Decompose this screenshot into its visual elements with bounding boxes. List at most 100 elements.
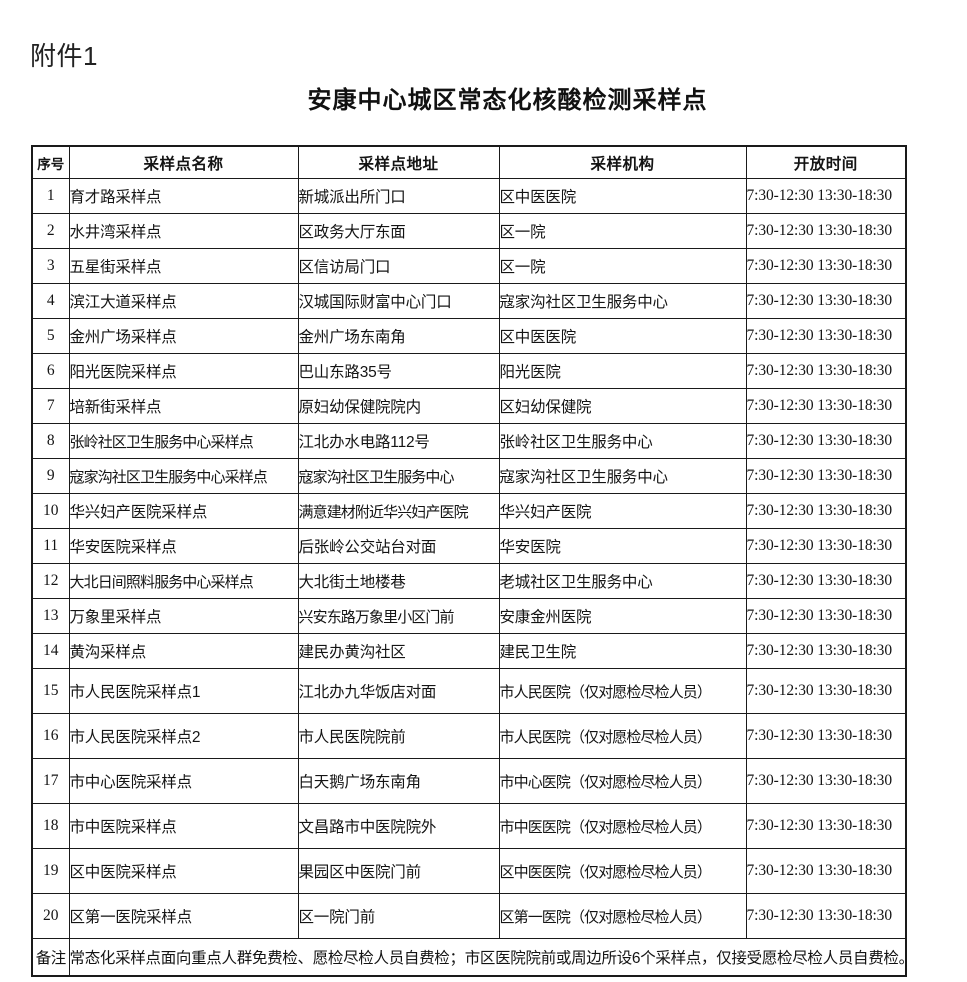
cell-open-hours: 7:30-12:30 13:30-18:30 [745,423,907,459]
table-row: 18 市中医院采样点 文昌路市中医院院外 市中医医院（仅对愿检尽检人员） 7:30-12… [31,803,907,849]
cell-index: 18 [31,803,70,849]
table-row: 4 滨江大道采样点 汉城国际财富中心门口 寇家沟社区卫生服务中心 7:30-12:30 … [31,283,907,319]
cell-organization: 老城社区卫生服务中心 [498,563,747,599]
column-header-address: 采样点地址 [297,145,500,179]
cell-open-hours: 7:30-12:30 13:30-18:30 [745,668,907,714]
cell-site-name: 金州广场采样点 [68,318,299,354]
cell-index: 9 [31,458,70,494]
table-row: 12 大北日间照料服务中心采样点 大北街土地楼巷 老城社区卫生服务中心 7:30-12:… [31,563,907,599]
cell-site-address: 文昌路市中医院院外 [297,803,500,849]
cell-site-name: 市中医院采样点 [68,803,299,849]
cell-organization: 区第一医院（仅对愿检尽检人员） [498,893,747,939]
cell-index: 6 [31,353,70,389]
cell-open-hours: 7:30-12:30 13:30-18:30 [745,528,907,564]
cell-site-name: 滨江大道采样点 [68,283,299,319]
cell-site-name: 五星街采样点 [68,248,299,284]
table-row: 3 五星街采样点 区信访局门口 区一院 7:30-12:30 13:30-18:30 [31,248,907,284]
cell-index: 19 [31,848,70,894]
cell-site-address: 大北街土地楼巷 [297,563,500,599]
cell-site-address: 果园区中医院门前 [297,848,500,894]
cell-site-address: 区信访局门口 [297,248,500,284]
cell-organization: 张岭社区卫生服务中心 [498,423,747,459]
cell-open-hours: 7:30-12:30 13:30-18:30 [745,758,907,804]
cell-index: 2 [31,213,70,249]
cell-open-hours: 7:30-12:30 13:30-18:30 [745,248,907,284]
cell-open-hours: 7:30-12:30 13:30-18:30 [745,283,907,319]
cell-site-address: 区政务大厅东面 [297,213,500,249]
cell-site-name: 培新街采样点 [68,388,299,424]
cell-site-address: 巴山东路35号 [297,353,500,389]
cell-index: 5 [31,318,70,354]
cell-organization: 区妇幼保健院 [498,388,747,424]
table-row: 16 市人民医院采样点2 市人民医院院前 市人民医院（仅对愿检尽检人员） 7:30-12… [31,713,907,759]
table-row: 1 育才路采样点 新城派出所门口 区中医医院 7:30-12:30 13:30-18:3… [31,178,907,214]
cell-open-hours: 7:30-12:30 13:30-18:30 [745,713,907,759]
cell-index: 16 [31,713,70,759]
cell-site-name: 张岭社区卫生服务中心采样点 [68,423,299,459]
table-head: 序号 采样点名称 采样点地址 采样机构 开放时间 [31,145,907,179]
table-note-row: 备注 常态化采样点面向重点人群免费检、愿检尽检人员自费检；市区医院院前或周边所设6… [31,938,914,977]
cell-open-hours: 7:30-12:30 13:30-18:30 [745,598,907,634]
table-header-row: 序号 采样点名称 采样点地址 采样机构 开放时间 [31,145,907,179]
cell-site-address: 汉城国际财富中心门口 [297,283,500,319]
cell-organization: 寇家沟社区卫生服务中心 [498,458,747,494]
cell-index: 12 [31,563,70,599]
column-header-hours: 开放时间 [745,145,907,179]
cell-site-name: 寇家沟社区卫生服务中心采样点 [68,458,299,494]
cell-site-address: 市人民医院院前 [297,713,500,759]
table-row: 17 市中心医院采样点 白天鹅广场东南角 市中心医院（仅对愿检尽检人员） 7:30-12… [31,758,907,804]
cell-open-hours: 7:30-12:30 13:30-18:30 [745,848,907,894]
column-header-organization: 采样机构 [498,145,747,179]
cell-site-name: 华兴妇产医院采样点 [68,493,299,529]
cell-organization: 区中医医院 [498,178,747,214]
table-row: 11 华安医院采样点 后张岭公交站台对面 华安医院 7:30-12:30 13:30-1… [31,528,907,564]
cell-organization: 区中医医院（仅对愿检尽检人员） [498,848,747,894]
cell-site-address: 建民办黄沟社区 [297,633,500,669]
cell-index: 4 [31,283,70,319]
cell-organization: 寇家沟社区卫生服务中心 [498,283,747,319]
page-title: 安康中心城区常态化核酸检测采样点 [307,87,708,114]
cell-site-address: 区一院门前 [297,893,500,939]
cell-open-hours: 7:30-12:30 13:30-18:30 [745,563,907,599]
note-text: 常态化采样点面向重点人群免费检、愿检尽检人员自费检；市区医院院前或周边所设6个采… [68,938,914,977]
cell-organization: 区一院 [498,213,747,249]
cell-site-name: 大北日间照料服务中心采样点 [68,563,299,599]
table-row: 19 区中医院采样点 果园区中医院门前 区中医医院（仅对愿检尽检人员） 7:30-12:… [31,848,907,894]
cell-site-address: 原妇幼保健院院内 [297,388,500,424]
cell-site-name: 阳光医院采样点 [68,353,299,389]
table-row: 6 阳光医院采样点 巴山东路35号 阳光医院 7:30-12:30 13:30-18:3… [31,353,907,389]
cell-index: 8 [31,423,70,459]
cell-site-address: 兴安东路万象里小区门前 [297,598,500,634]
cell-open-hours: 7:30-12:30 13:30-18:30 [745,633,907,669]
cell-index: 7 [31,388,70,424]
cell-organization: 市中心医院（仅对愿检尽检人员） [498,758,747,804]
table-row: 15 市人民医院采样点1 江北办九华饭店对面 市人民医院（仅对愿检尽检人员） 7:30-… [31,668,907,714]
table-row: 20 区第一医院采样点 区一院门前 区第一医院（仅对愿检尽检人员） 7:30-12:30… [31,893,907,939]
cell-open-hours: 7:30-12:30 13:30-18:30 [745,318,907,354]
table-row: 8 张岭社区卫生服务中心采样点 江北办水电路112号 张岭社区卫生服务中心 7:30-1… [31,423,907,459]
cell-site-address: 江北办九华饭店对面 [297,668,500,714]
cell-index: 13 [31,598,70,634]
cell-open-hours: 7:30-12:30 13:30-18:30 [745,458,907,494]
cell-site-name: 市人民医院采样点1 [68,668,299,714]
cell-index: 14 [31,633,70,669]
cell-organization: 安康金州医院 [498,598,747,634]
cell-open-hours: 7:30-12:30 13:30-18:30 [745,213,907,249]
cell-site-name: 水井湾采样点 [68,213,299,249]
cell-index: 3 [31,248,70,284]
cell-site-address: 新城派出所门口 [297,178,500,214]
cell-site-address: 满意建材附近华兴妇产医院 [297,493,500,529]
cell-site-name: 黄沟采样点 [68,633,299,669]
cell-site-name: 市人民医院采样点2 [68,713,299,759]
cell-organization: 市人民医院（仅对愿检尽检人员） [498,713,747,759]
cell-site-address: 白天鹅广场东南角 [297,758,500,804]
table-row: 9 寇家沟社区卫生服务中心采样点 寇家沟社区卫生服务中心 寇家沟社区卫生服务中心 7:3… [31,458,907,494]
sampling-sites-table: 序号 采样点名称 采样点地址 采样机构 开放时间 1 育才路采样点 新城派出所门口区… [31,145,914,977]
column-header-name: 采样点名称 [68,145,299,179]
table-row: 13 万象里采样点 兴安东路万象里小区门前 安康金州医院 7:30-12:30 13:3… [31,598,907,634]
cell-organization: 华兴妇产医院 [498,493,747,529]
cell-site-name: 育才路采样点 [68,178,299,214]
cell-open-hours: 7:30-12:30 13:30-18:30 [745,388,907,424]
table-row: 5 金州广场采样点 金州广场东南角 区中医医院 7:30-12:30 13:30-18:… [31,318,907,354]
